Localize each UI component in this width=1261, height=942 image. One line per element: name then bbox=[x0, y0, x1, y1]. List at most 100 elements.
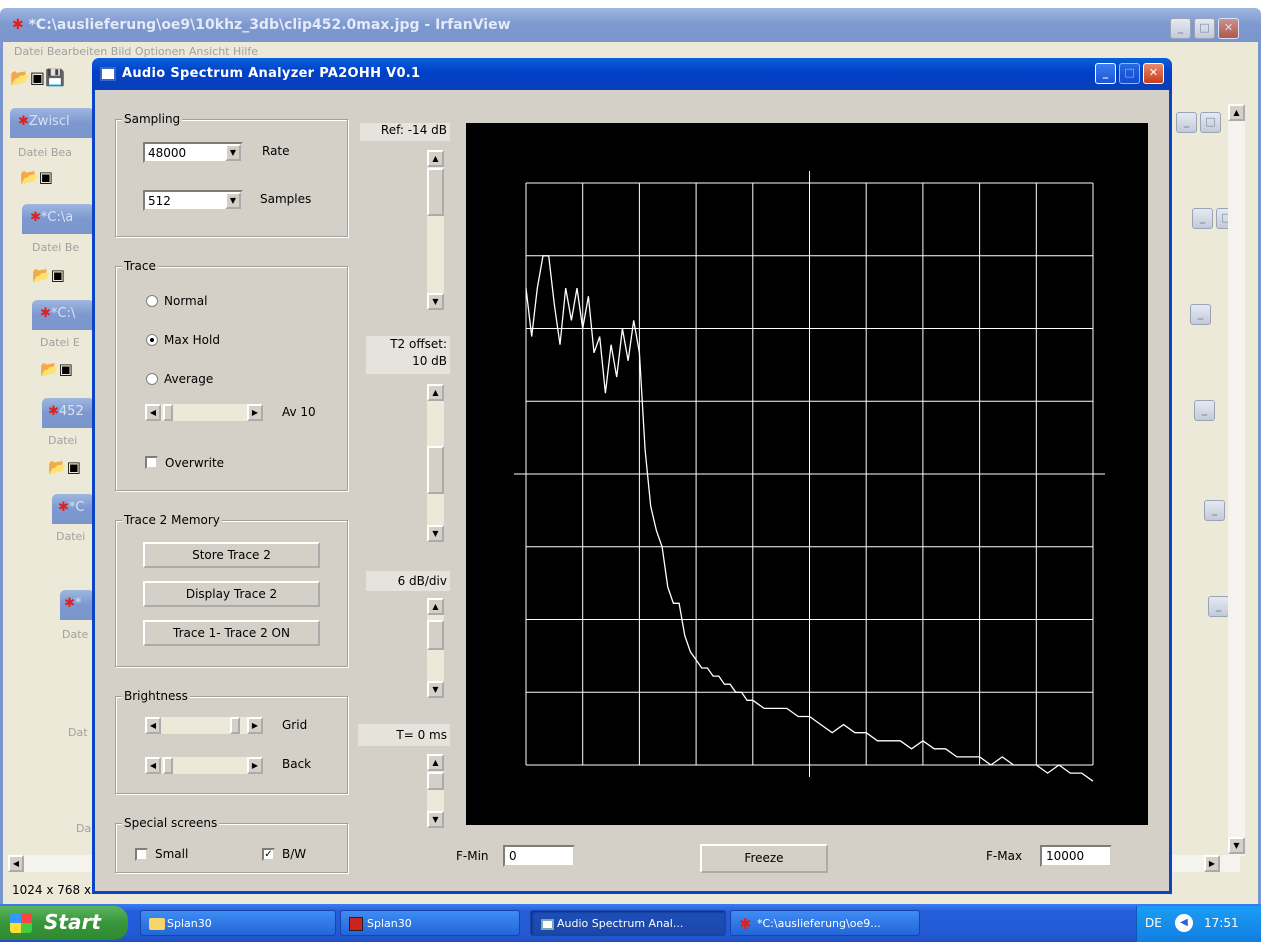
stack-menu-7: Dat bbox=[68, 726, 88, 739]
back-brightness-slider[interactable]: ◀ ▶ bbox=[145, 757, 263, 774]
stack-title-5: ✱*C bbox=[52, 494, 94, 524]
radio-normal[interactable] bbox=[146, 295, 158, 307]
taskbar-item-splan30-folder[interactable]: Splan30 bbox=[140, 910, 336, 936]
app-title: Audio Spectrum Analyzer PA2OHH V0.1 bbox=[122, 66, 421, 81]
t2-offset-line1: T2 offset: bbox=[390, 337, 447, 351]
app-close-button[interactable]: ✕ bbox=[1143, 63, 1164, 84]
arrow-down-icon[interactable]: ▼ bbox=[427, 293, 444, 310]
language-indicator[interactable]: DE bbox=[1145, 916, 1162, 930]
display-grid bbox=[514, 171, 1105, 777]
overwrite-checkbox[interactable] bbox=[145, 456, 158, 469]
trace-group: Trace bbox=[115, 259, 348, 491]
scroll-thumb[interactable] bbox=[427, 772, 444, 790]
arrow-up-icon[interactable]: ▲ bbox=[427, 598, 444, 615]
arrow-up-icon[interactable]: ▲ bbox=[427, 150, 444, 167]
tray-expand-icon[interactable]: ◀ bbox=[1175, 914, 1193, 932]
app-minimize-button[interactable]: _ bbox=[1095, 63, 1116, 84]
overwrite-label: Overwrite bbox=[165, 456, 225, 470]
slider-thumb[interactable] bbox=[230, 717, 240, 734]
bw-checkbox[interactable]: ✓ bbox=[262, 848, 275, 861]
arrow-down-icon[interactable]: ▼ bbox=[427, 811, 444, 828]
stack-menu-3: Datei E bbox=[40, 336, 80, 349]
stack-menu-5: Datei bbox=[56, 530, 86, 543]
chevron-down-icon[interactable]: ▼ bbox=[225, 192, 241, 209]
taskbar-item-analyzer[interactable]: Audio Spectrum Anal... bbox=[530, 910, 726, 936]
back-label: Back bbox=[282, 757, 312, 771]
special-group: Special screens bbox=[115, 816, 348, 873]
bg-maximize-button[interactable]: □ bbox=[1194, 18, 1215, 39]
arrow-right-icon[interactable]: ▶ bbox=[247, 404, 263, 421]
clock: 17:51 bbox=[1204, 916, 1239, 930]
special-group-title: Special screens bbox=[122, 816, 220, 830]
radio-maxhold[interactable] bbox=[146, 334, 158, 346]
stack-menu-8: Da bbox=[76, 822, 92, 835]
stack-toolbar-1: 📂▣ bbox=[20, 168, 53, 186]
arrow-down-icon[interactable]: ▼ bbox=[427, 681, 444, 698]
trace-group-title: Trace bbox=[122, 259, 158, 273]
ref-scrollbar[interactable]: ▲ ▼ bbox=[427, 150, 444, 310]
fmin-input[interactable]: 0 bbox=[503, 845, 575, 867]
stack-menu-1: Datei Bea bbox=[18, 146, 72, 159]
freeze-button[interactable]: Freeze bbox=[700, 844, 828, 873]
stack-menu-6: Date bbox=[62, 628, 89, 641]
scroll-thumb[interactable] bbox=[427, 620, 444, 650]
scroll-thumb[interactable] bbox=[427, 168, 444, 216]
average-slider[interactable]: ◀ ▶ bbox=[145, 404, 263, 421]
arrow-left-icon[interactable]: ◀ bbox=[145, 717, 161, 734]
samples-select[interactable]: 512 ▼ bbox=[143, 190, 243, 211]
fmax-input[interactable]: 10000 bbox=[1040, 845, 1112, 867]
samples-value: 512 bbox=[148, 194, 171, 208]
bg-minimize-button[interactable]: _ bbox=[1170, 18, 1191, 39]
dbdiv-label: 6 dB/div bbox=[366, 571, 450, 591]
stack-menu-2: Datei Be bbox=[32, 241, 80, 254]
label-normal: Normal bbox=[164, 294, 208, 308]
stack-title-2: ✱*C:\a bbox=[22, 204, 94, 234]
small-label: Small bbox=[155, 847, 189, 861]
app-titlebar[interactable] bbox=[92, 58, 1172, 90]
app-maximize-button[interactable]: □ bbox=[1119, 63, 1140, 84]
arrow-down-icon[interactable]: ▼ bbox=[427, 525, 444, 542]
radio-average[interactable] bbox=[146, 373, 158, 385]
arrow-up-icon[interactable]: ▲ bbox=[427, 384, 444, 401]
arrow-up-icon[interactable]: ▲ bbox=[427, 754, 444, 771]
label-average: Average bbox=[164, 372, 214, 386]
bg-toolbar: 📂▣💾 bbox=[10, 68, 65, 87]
rate-value: 48000 bbox=[148, 146, 187, 160]
tms-scrollbar[interactable]: ▲ ▼ bbox=[427, 754, 444, 828]
taskbar-item-irfanview[interactable]: ✱ *C:\auslieferung\oe9... bbox=[730, 910, 920, 936]
bw-label: B/W bbox=[282, 847, 307, 861]
bg-statusbar: 1024 x 768 x bbox=[12, 883, 92, 897]
scroll-thumb[interactable] bbox=[427, 446, 444, 494]
start-button[interactable]: Start bbox=[0, 906, 128, 940]
trace-diff-button[interactable]: Trace 1- Trace 2 ON bbox=[143, 620, 320, 646]
label-maxhold: Max Hold bbox=[164, 333, 220, 347]
memory-group-title: Trace 2 Memory bbox=[122, 513, 222, 527]
display-trace2-button[interactable]: Display Trace 2 bbox=[143, 581, 320, 607]
bg-window-title: ✱ *C:\auslieferung\oe9\10khz_3db\clip452… bbox=[12, 17, 511, 33]
tms-label: T= 0 ms bbox=[358, 724, 450, 746]
arrow-left-icon[interactable]: ◀ bbox=[145, 757, 161, 774]
slider-thumb[interactable] bbox=[163, 404, 173, 421]
grid-brightness-slider[interactable]: ◀ ▶ bbox=[145, 717, 263, 734]
rate-select[interactable]: 48000 ▼ bbox=[143, 142, 243, 163]
stack-title-4: ✱452 bbox=[42, 398, 94, 428]
start-label: Start bbox=[44, 910, 101, 934]
arrow-right-icon[interactable]: ▶ bbox=[247, 757, 263, 774]
t2-offset-scrollbar[interactable]: ▲ ▼ bbox=[427, 384, 444, 542]
windows-logo-icon bbox=[10, 913, 32, 933]
taskbar-item-splan30[interactable]: Splan30 bbox=[340, 910, 520, 936]
small-checkbox[interactable] bbox=[135, 848, 148, 861]
slider-thumb[interactable] bbox=[163, 757, 173, 774]
bg-close-button[interactable]: ✕ bbox=[1218, 18, 1239, 39]
chevron-down-icon[interactable]: ▼ bbox=[225, 144, 241, 161]
samples-label: Samples bbox=[260, 192, 312, 206]
store-trace2-button[interactable]: Store Trace 2 bbox=[143, 542, 320, 568]
stack-toolbar-3: 📂▣ bbox=[40, 360, 73, 378]
bg-window-titlebar[interactable] bbox=[0, 8, 1261, 42]
stack-menu-4: Datei bbox=[48, 434, 78, 447]
bg-vertical-scrollbar[interactable]: ▲ ▼ bbox=[1228, 104, 1245, 856]
arrow-left-icon[interactable]: ◀ bbox=[145, 404, 161, 421]
dbdiv-scrollbar[interactable]: ▲ ▼ bbox=[427, 598, 444, 698]
system-tray bbox=[1136, 906, 1261, 942]
arrow-right-icon[interactable]: ▶ bbox=[247, 717, 263, 734]
